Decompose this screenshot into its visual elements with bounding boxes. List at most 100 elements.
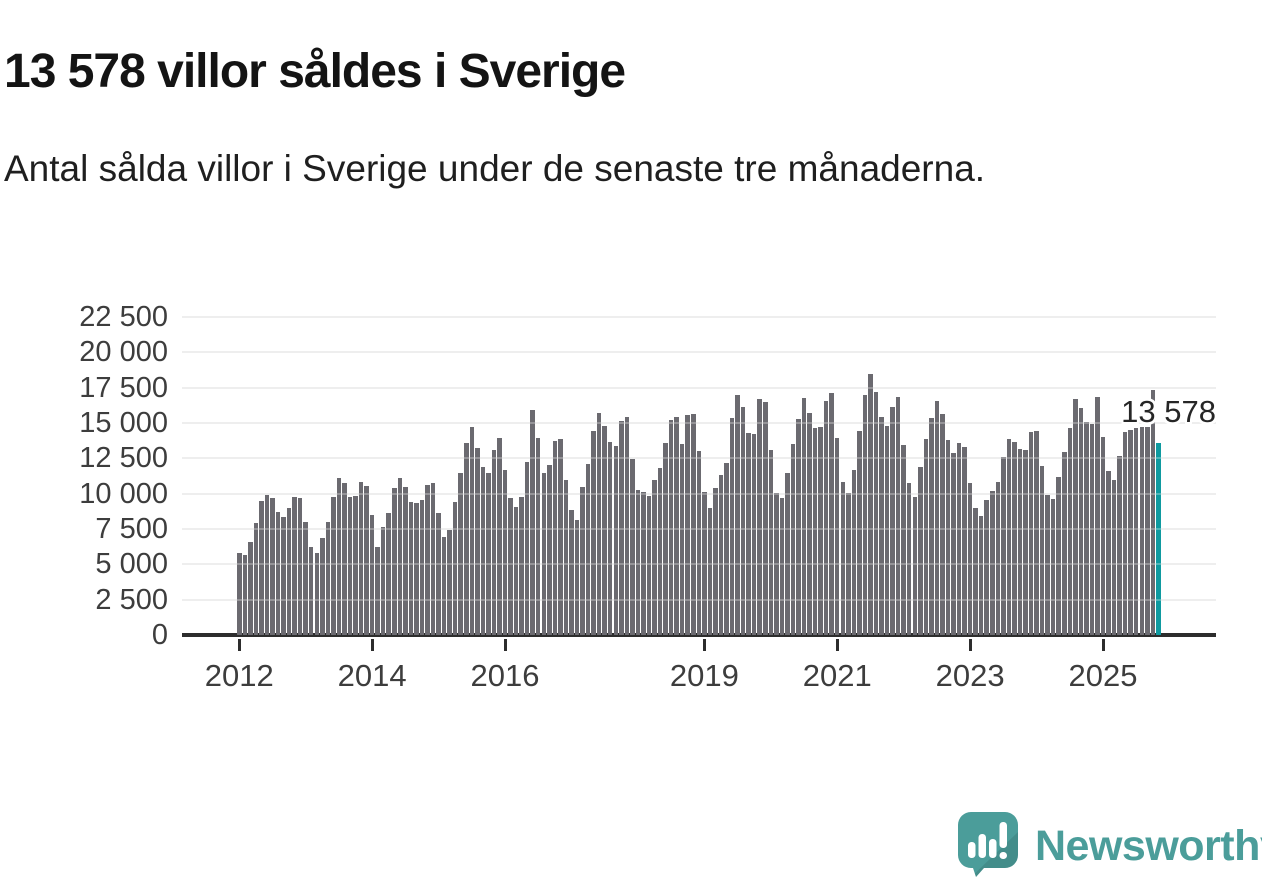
bar xyxy=(807,413,812,635)
bar xyxy=(430,482,436,635)
gridline xyxy=(182,351,1216,354)
bar xyxy=(508,498,513,635)
bar xyxy=(956,443,962,635)
bar xyxy=(1045,495,1050,635)
bar xyxy=(580,487,585,635)
y-tick-label: 2 500 xyxy=(95,583,168,616)
bar xyxy=(574,519,580,635)
bar xyxy=(297,498,303,635)
gridline-overlay xyxy=(182,563,1216,566)
bar xyxy=(530,409,535,635)
bar xyxy=(740,406,746,635)
bar xyxy=(1139,426,1145,635)
bar xyxy=(751,434,757,635)
bar xyxy=(325,521,331,635)
x-tick xyxy=(968,639,972,651)
bar xyxy=(624,417,630,635)
bar xyxy=(375,546,380,635)
bar xyxy=(1017,449,1023,635)
x-tick xyxy=(237,639,241,651)
bar xyxy=(619,420,624,635)
y-tick-label: 5 000 xyxy=(95,548,168,581)
bar xyxy=(607,441,613,635)
bar xyxy=(1117,455,1122,635)
bar xyxy=(336,478,342,635)
bar xyxy=(552,441,558,635)
bar-highlight-latest xyxy=(1156,443,1161,635)
bar xyxy=(369,515,375,635)
y-tick-label: 17 500 xyxy=(79,371,168,404)
bar xyxy=(275,511,281,635)
bar xyxy=(934,400,940,635)
bar xyxy=(486,473,491,635)
bar xyxy=(685,415,690,635)
bar xyxy=(906,483,912,635)
bar xyxy=(691,414,696,635)
bar xyxy=(801,398,807,635)
bar xyxy=(868,374,873,635)
bar xyxy=(929,418,934,635)
bar xyxy=(746,432,751,635)
bar xyxy=(237,552,242,635)
last-value-annotation: 13 578 xyxy=(1121,394,1216,429)
bar xyxy=(1111,479,1117,635)
bar xyxy=(973,507,978,635)
bar xyxy=(641,491,646,635)
bar xyxy=(674,417,679,635)
bar xyxy=(1084,421,1089,635)
bar xyxy=(1095,396,1100,635)
bar xyxy=(796,419,801,635)
bar xyxy=(303,521,308,635)
bar xyxy=(1023,449,1028,635)
x-tick xyxy=(503,639,507,651)
gridline xyxy=(182,316,1216,318)
bar xyxy=(1100,437,1106,635)
bar xyxy=(1012,441,1017,635)
bar xyxy=(940,414,945,635)
bar xyxy=(990,490,995,635)
bar xyxy=(1133,428,1139,635)
y-tick-label: 22 500 xyxy=(79,301,168,333)
bar xyxy=(718,475,724,635)
bar xyxy=(768,449,774,635)
bar xyxy=(447,529,452,635)
bar xyxy=(1078,407,1084,635)
y-tick-label: 7 500 xyxy=(95,513,168,545)
gridline-overlay xyxy=(182,492,1216,495)
bar xyxy=(248,541,253,635)
x-tick xyxy=(370,639,374,651)
x-tick-label: 2012 xyxy=(204,658,274,693)
bar xyxy=(475,448,480,635)
gridline-overlay xyxy=(182,598,1216,601)
bar xyxy=(425,485,430,635)
bar xyxy=(851,470,857,635)
bar xyxy=(403,486,408,635)
bar xyxy=(480,466,486,635)
bar xyxy=(879,416,884,635)
bar xyxy=(569,510,574,635)
bar xyxy=(630,459,635,635)
bar xyxy=(1039,465,1045,635)
chart-subtitle: Antal sålda villor i Sverige under de se… xyxy=(4,148,986,189)
bar xyxy=(320,538,325,635)
bar xyxy=(596,412,602,635)
y-tick-label: 12 500 xyxy=(79,442,168,475)
bar xyxy=(696,450,702,635)
newsworthy-icon xyxy=(955,810,1021,879)
bar xyxy=(541,472,547,635)
bar xyxy=(652,479,657,635)
bar xyxy=(1073,398,1078,635)
x-tick-label: 2016 xyxy=(470,658,540,693)
bar xyxy=(729,418,735,635)
bar xyxy=(585,464,591,635)
x-tick-label: 2023 xyxy=(935,658,1005,693)
bar xyxy=(1062,451,1067,635)
bar xyxy=(1089,424,1095,635)
bar xyxy=(702,491,707,635)
bar xyxy=(724,462,729,635)
bar xyxy=(857,431,862,635)
bar xyxy=(414,502,419,635)
bar xyxy=(1001,456,1006,635)
bar xyxy=(452,501,458,635)
bar xyxy=(774,492,779,635)
